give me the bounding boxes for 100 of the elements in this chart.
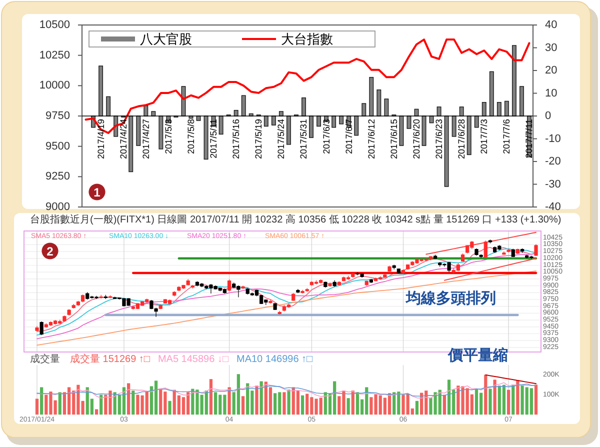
x-tick-label: 2017/6/20	[411, 119, 422, 160]
x-tick-label: 2017/6/7	[344, 119, 354, 154]
x-tick-label: 2017/5/24	[276, 119, 286, 160]
candlestick	[502, 251, 506, 256]
candlestick	[324, 281, 328, 288]
bar	[489, 71, 494, 116]
bar	[376, 89, 382, 116]
bar	[392, 392, 396, 415]
candlestick	[428, 256, 433, 261]
bar	[436, 106, 442, 116]
y-tick-label: 9000	[46, 201, 70, 213]
bar	[339, 116, 344, 124]
bar	[204, 390, 208, 415]
bar	[520, 86, 524, 116]
bar	[128, 116, 134, 172]
text: MA5 145896 ↓□	[158, 354, 230, 365]
bar	[132, 390, 135, 415]
bar	[516, 380, 520, 415]
candlestick	[113, 296, 117, 300]
candlestick	[99, 294, 103, 299]
bar	[309, 116, 314, 138]
candlestick	[351, 272, 355, 278]
bar	[296, 390, 300, 415]
candlestick	[227, 279, 232, 292]
bar	[512, 384, 515, 415]
text: MA10 146996 ↑□	[236, 354, 314, 365]
bar	[168, 400, 172, 415]
bar	[255, 386, 258, 415]
y-tick-label: 9250	[46, 170, 70, 183]
candlestick	[76, 300, 80, 306]
bar	[98, 66, 104, 116]
candlestick	[374, 277, 378, 282]
bar	[106, 96, 111, 116]
candlestick	[479, 254, 483, 258]
bar	[58, 392, 62, 415]
y-tick-label: 9500	[46, 140, 70, 152]
x-tick-label: 2017/7/11	[524, 119, 534, 158]
candlestick	[460, 253, 465, 262]
x-tick-label: 2017/5/8	[186, 119, 196, 154]
bar	[496, 102, 502, 116]
bar	[154, 380, 158, 415]
legend-label: 八大官股	[140, 32, 192, 47]
bar	[209, 379, 213, 415]
bar	[484, 374, 488, 415]
x-tick-label: 2017/6/23	[434, 119, 444, 160]
bar	[356, 392, 360, 415]
bar	[459, 106, 464, 116]
bar	[302, 97, 306, 116]
candlestick	[520, 248, 524, 254]
candlestick	[136, 302, 140, 310]
bar	[447, 380, 451, 415]
candlestick	[282, 304, 286, 312]
x-tick-label: 2017/4/19	[96, 119, 106, 160]
candlestick	[67, 308, 71, 316]
candlestick	[104, 294, 108, 300]
candlestick	[273, 302, 277, 310]
bar	[218, 116, 224, 135]
bar	[452, 116, 456, 137]
bar	[241, 95, 246, 116]
line-series	[36, 270, 536, 346]
x-tick-label: 2017/4/24	[118, 119, 128, 160]
bar	[159, 390, 162, 415]
bar	[264, 116, 268, 127]
y-tick-label: 10000	[39, 80, 70, 92]
bar	[482, 102, 486, 116]
bar	[300, 395, 304, 415]
candlestick	[305, 288, 309, 292]
x-tick-label: 2017/4/27	[140, 119, 151, 160]
line-series	[444, 258, 537, 281]
candlestick	[506, 248, 510, 253]
annotation: 2	[46, 244, 54, 258]
candlestick	[488, 239, 492, 244]
bar	[287, 390, 290, 415]
bar	[94, 409, 98, 415]
bar	[442, 394, 446, 415]
y2-tick-label: -40	[545, 201, 561, 213]
bar	[214, 392, 218, 415]
candlestick	[401, 269, 406, 274]
y2-tick-label: 20	[545, 64, 558, 76]
x-tick-label: 2017/6/28	[456, 119, 467, 160]
bar	[316, 116, 322, 127]
x-tick-label: 2017/5/3	[163, 119, 174, 154]
candlestick	[493, 246, 497, 254]
candlestick	[369, 278, 374, 284]
y-tick-label: 10250	[39, 49, 70, 62]
candlestick	[474, 248, 478, 256]
series-label: 成交量 151269 ↑□	[70, 353, 151, 365]
bar	[228, 387, 231, 415]
y2-tick-label: -20	[545, 156, 561, 168]
line-series	[485, 374, 537, 384]
candlestick	[511, 248, 515, 258]
candlestick	[296, 288, 300, 294]
candlestick	[278, 310, 282, 315]
x-tick-label: 2017/5/16	[231, 119, 242, 160]
candlestick	[332, 280, 336, 288]
legend-label: 大台指數	[281, 32, 333, 47]
chart-title: 成交量	[30, 353, 60, 365]
bar	[415, 400, 419, 415]
candlestick	[48, 321, 53, 326]
bar	[100, 394, 103, 415]
